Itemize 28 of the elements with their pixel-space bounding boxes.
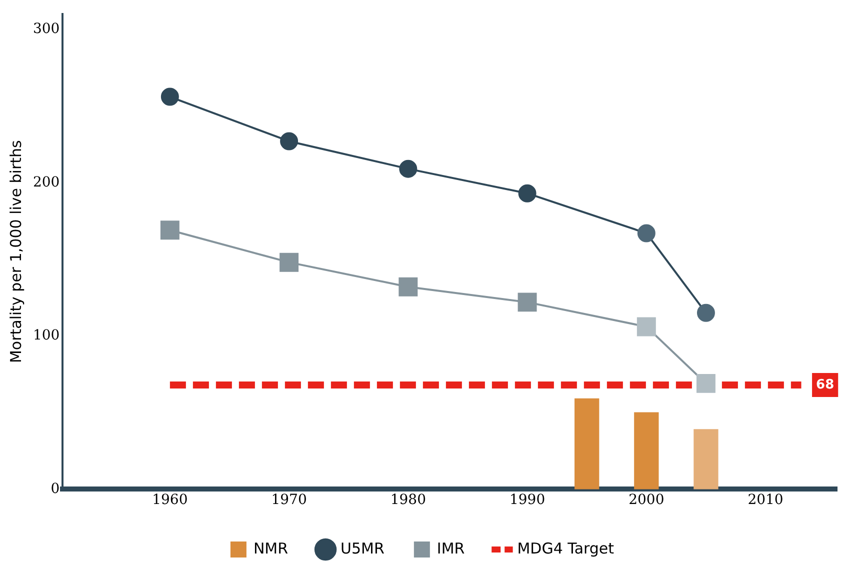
point [518,184,536,202]
y-axis-title: Mortality per 1,000 live births [6,140,25,364]
legend-label: IMR [436,539,465,558]
x-tick-label: 1980 [390,492,426,508]
point [696,374,716,393]
y-tick-label: 0 [50,480,60,497]
point [160,88,179,106]
point [398,277,418,296]
point [518,292,537,312]
legend-label: MDG4 Target [517,539,614,558]
point [280,252,299,272]
legend-label: NMR [253,539,288,558]
annotation: 68 [816,377,834,392]
y-tick-label: 300 [32,20,60,37]
x-tick-label: 1960 [152,492,188,508]
point [636,317,656,336]
point [696,304,715,322]
x-tick-label: 1990 [509,492,546,508]
x-tick-label: 2010 [748,492,784,508]
point [637,224,656,242]
point [280,132,298,150]
x-tick-label: 2000 [628,492,664,508]
y-tick-label: 200 [32,174,60,190]
point [160,220,180,240]
y-tick-label: 100 [32,328,60,344]
x-tick-label: 1970 [271,492,307,508]
legend-label: U5MR [340,539,384,558]
point [399,160,418,178]
